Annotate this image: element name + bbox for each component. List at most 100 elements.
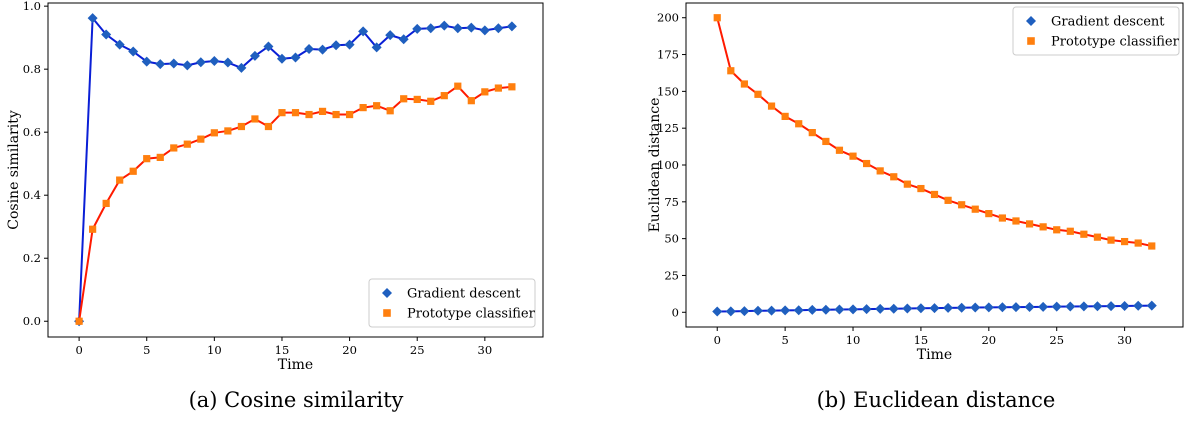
gradient-descent-point [861,304,872,315]
x-tick-label: 10 [207,343,222,357]
prototype-classifier-point [849,152,857,160]
gradient-descent-point [712,306,723,317]
prototype-classifier-point [210,129,218,137]
legend-prototype-classifier-label: Prototype classifier [1051,35,1180,50]
plot-area-euclidean [712,14,1157,317]
gradient-descent-point [195,57,206,68]
gradient-descent-point [725,306,736,317]
ticks-cosine: 0 5 10 15 20 25 30 0.0 0.2 0.4 0.6 0.8 1.0 [23,0,492,357]
gradient-descent-point [1119,300,1130,311]
prototype-classifier-point [863,159,871,168]
gradient-descent-point [114,39,125,50]
plot-area-cosine [74,13,517,327]
gradient-descent-point [780,305,791,316]
gradient-descent-point [807,304,818,315]
prototype-classifier-point [1148,242,1156,250]
gradient-descent-point [371,42,382,53]
gradient-descent-point [222,57,233,68]
gradient-descent-point [888,303,899,314]
y-axis-label-euclidean: Euclidean distance [647,98,663,233]
x-tick-label: 15 [914,333,929,347]
x-tick-label: 0 [75,343,82,357]
series-gradient-descent [712,300,1157,317]
gradient-descent-point [983,302,994,313]
gradient-descent-point [128,46,139,57]
gradient-descent-point [87,13,98,24]
prototype-classifier-point [264,122,273,131]
prototype-classifier-point [930,190,939,199]
y-axis-label-cosine: Cosine similarity [6,110,22,230]
legend-gradient-descent-marker [382,288,392,298]
legend-box [368,278,536,328]
y-tick-label: 0 [672,305,679,319]
gradient-descent-point [236,62,247,73]
prototype-classifier-point [1080,230,1088,238]
gradient-descent-point [249,50,260,61]
prototype-classifier-point [494,84,502,92]
y-tick-label: 175 [657,48,679,62]
gradient-descent-point [425,23,436,34]
gradient-descent-point [1133,300,1144,311]
legend-prototype-classifier-marker [1027,37,1035,45]
x-tick-label: 25 [1049,333,1064,347]
prototype-classifier-point [1066,227,1074,235]
prototype-classifier-point [400,95,408,103]
gradient-descent-point [834,304,845,315]
gradient-descent-point [875,303,886,314]
gradient-descent-point [358,26,369,37]
x-tick-label: 15 [275,343,290,357]
prototype-classifier-point [890,173,898,181]
prototype-classifier-point [251,115,259,123]
gradient-descent-point [902,303,913,314]
prototype-classifier-point [170,144,178,152]
y-tick-label: 125 [657,121,679,135]
gradient-descent-point [168,58,179,69]
prototype-classifier-point [795,120,803,128]
legend-gradient-descent-marker [1026,16,1036,26]
series-prototype-classifier [75,82,516,325]
series-gradient-descent [74,13,517,327]
prototype-classifier-point [903,180,911,188]
gradient-descent-point [290,52,301,63]
prototype-classifier-point [1025,220,1034,228]
caption-euclidean: (b) Euclidean distance [817,388,1056,412]
prototype-classifier-point [359,104,367,112]
gradient-descent-point [331,40,342,51]
y-tick-label: 25 [664,268,679,282]
y-tick-label: 200 [657,11,679,25]
legend-gradient-descent-label: Gradient descent [1051,15,1165,30]
prototype-classifier-point [116,176,124,184]
gradient-descent-point [452,23,463,34]
prototype-classifier-point [713,14,721,22]
gradient-descent-point [385,30,396,41]
x-tick-label: 25 [410,343,425,357]
prototype-classifier-point [1121,237,1129,246]
legend-euclidean: Gradient descent Prototype classifier [1012,6,1180,56]
prototype-classifier-point [305,110,313,119]
prototype-classifier-point [1093,233,1102,241]
prototype-classifier-point [808,129,816,137]
y-tick-label: 50 [664,232,679,246]
gradient-descent-point [398,34,409,45]
prototype-classifier-point [1134,239,1142,247]
prototype-classifier-point [156,153,164,161]
gradient-descent-point [1106,301,1117,312]
gradient-descent-point [182,60,193,71]
y-tick-label: 1.0 [23,0,41,13]
prototype-classifier-point [197,135,205,143]
prototype-classifier-point [1053,226,1061,234]
gradient-descent-point [209,55,220,66]
prototype-classifier-point [345,110,354,119]
prototype-classifier-point [413,95,421,104]
prototype-classifier-point [767,102,776,110]
x-tick-label: 0 [714,333,721,347]
gradient-descent-point [344,39,355,50]
gradient-descent-point [439,20,450,31]
gradient-descent-point [766,305,777,316]
prototype-classifier-point [740,80,748,88]
prototype-classifier-point [129,167,137,175]
prototype-classifier-point [237,122,246,131]
gradient-descent-point [304,44,315,55]
x-axis-label-cosine: Time [278,357,313,373]
